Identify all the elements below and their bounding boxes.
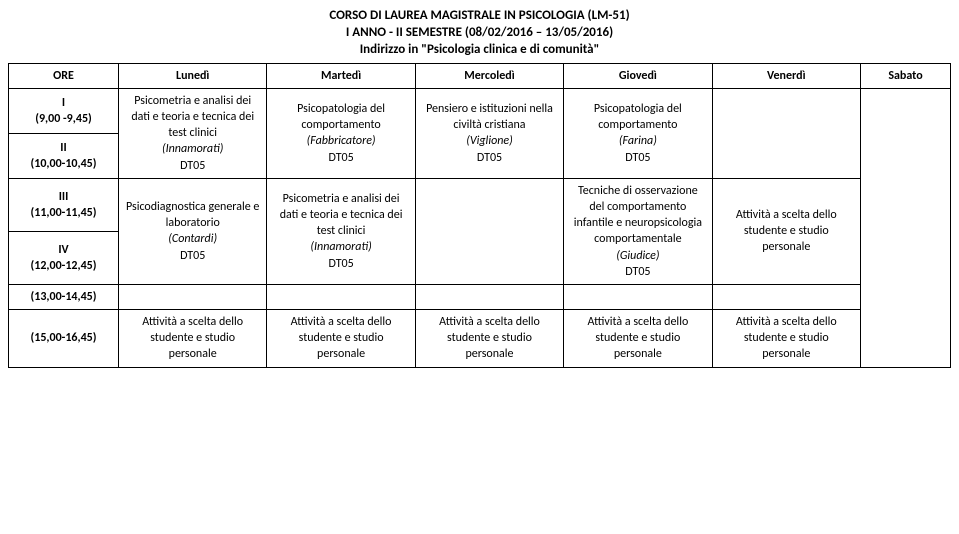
gio12-room: DT05 — [570, 150, 705, 166]
lun6-text: Attività a scelta dello studente e studi… — [142, 315, 243, 361]
mer12-instr: (Viglione) — [422, 133, 557, 149]
row6-label: (15,00-16,45) — [9, 310, 119, 368]
gio12-instr: (Farina) — [570, 133, 705, 149]
mar12-instr: (Fabbricatore) — [273, 133, 408, 149]
row5-time: (13,00-14,45) — [15, 289, 112, 305]
cell-ven-34: Attività a scelta dello studente e studi… — [712, 178, 860, 284]
row-3: III (11,00-11,45) Psicodiagnostica gener… — [9, 178, 951, 231]
row1-roman: I — [15, 95, 112, 111]
lun12-title: Psicometria e analisi dei dati e teoria … — [125, 93, 260, 142]
cell-mer-5 — [415, 284, 563, 309]
sab34-text: Attività a scelta dello studente e studi… — [736, 208, 837, 254]
row4-roman: IV — [15, 242, 112, 258]
cell-lun-12: Psicometria e analisi dei dati e teoria … — [119, 88, 267, 178]
header-line1: CORSO DI LAUREA MAGISTRALE IN PSICOLOGIA… — [8, 8, 951, 25]
row3-roman: III — [15, 189, 112, 205]
gio34-room: DT05 — [570, 264, 705, 280]
lun12-instr: (Innamorati) — [125, 141, 260, 157]
cell-mar-34: Psicometria e analisi dei dati e teoria … — [267, 178, 415, 284]
mar12-title: Psicopatologia del comportamento — [273, 101, 408, 133]
mar34-title: Psicometria e analisi dei dati e teoria … — [273, 191, 408, 240]
cell-sab-all — [861, 88, 951, 367]
cell-ven-12 — [712, 88, 860, 178]
row6-time: (15,00-16,45) — [15, 330, 112, 346]
header-row: ORE Lunedì Martedì Mercoledì Giovedì Ven… — [9, 63, 951, 88]
mar6-text: Attività a scelta dello studente e studi… — [291, 315, 392, 361]
row4-time: (12,00-12,45) — [15, 258, 112, 274]
cell-gio-12: Psicopatologia del comportamento (Farina… — [564, 88, 712, 178]
cell-mer-12: Pensiero e istituzioni nella civiltà cri… — [415, 88, 563, 178]
row4-label: IV (12,00-12,45) — [9, 231, 119, 284]
col-gio: Giovedì — [564, 63, 712, 88]
lun12-room: DT05 — [125, 158, 260, 174]
col-mer: Mercoledì — [415, 63, 563, 88]
header-line2: I ANNO - II SEMESTRE (08/02/2016 – 13/05… — [8, 25, 951, 42]
gio6-text: Attività a scelta dello studente e studi… — [587, 315, 688, 361]
cell-mer-34 — [415, 178, 563, 284]
cell-lun-34: Psicodiagnostica generale e laboratorio … — [119, 178, 267, 284]
gio34-title: Tecniche di osservazione del comportamen… — [570, 183, 705, 248]
cell-lun-5 — [119, 284, 267, 309]
cell-gio-34: Tecniche di osservazione del comportamen… — [564, 178, 712, 284]
row-6: (15,00-16,45) Attività a scelta dello st… — [9, 310, 951, 368]
row1-label: I (9,00 -9,45) — [9, 88, 119, 133]
cell-mer-6: Attività a scelta dello studente e studi… — [415, 310, 563, 368]
row3-label: III (11,00-11,45) — [9, 178, 119, 231]
mar34-room: DT05 — [273, 256, 408, 272]
row-1: I (9,00 -9,45) Psicometria e analisi dei… — [9, 88, 951, 133]
cell-gio-6: Attività a scelta dello studente e studi… — [564, 310, 712, 368]
row2-label: II (10,00-10,45) — [9, 133, 119, 178]
mer12-room: DT05 — [422, 150, 557, 166]
header-line3: Indirizzo in "Psicologia clinica e di co… — [8, 42, 951, 59]
cell-mar-12: Psicopatologia del comportamento (Fabbri… — [267, 88, 415, 178]
cell-mar-6: Attività a scelta dello studente e studi… — [267, 310, 415, 368]
col-ore: ORE — [9, 63, 119, 88]
cell-lun-6: Attività a scelta dello studente e studi… — [119, 310, 267, 368]
cell-ven-5 — [712, 284, 860, 309]
col-lun: Lunedì — [119, 63, 267, 88]
row2-time: (10,00-10,45) — [15, 156, 112, 172]
cell-ven-6: Attività a scelta dello studente e studi… — [712, 310, 860, 368]
row3-time: (11,00-11,45) — [15, 205, 112, 221]
page-header: CORSO DI LAUREA MAGISTRALE IN PSICOLOGIA… — [8, 8, 951, 59]
col-mar: Martedì — [267, 63, 415, 88]
row-5: (13,00-14,45) — [9, 284, 951, 309]
mer12-title: Pensiero e istituzioni nella civiltà cri… — [422, 101, 557, 133]
gio34-instr: (Giudice) — [570, 248, 705, 264]
lun34-instr: (Contardi) — [125, 231, 260, 247]
col-ven: Venerdì — [712, 63, 860, 88]
row2-roman: II — [15, 140, 112, 156]
row1-time: (9,00 -9,45) — [15, 111, 112, 127]
timetable-page: CORSO DI LAUREA MAGISTRALE IN PSICOLOGIA… — [8, 8, 951, 368]
timetable: ORE Lunedì Martedì Mercoledì Giovedì Ven… — [8, 63, 951, 368]
lun34-title: Psicodiagnostica generale e laboratorio — [125, 199, 260, 231]
cell-mar-5 — [267, 284, 415, 309]
mer6-text: Attività a scelta dello studente e studi… — [439, 315, 540, 361]
row5-label: (13,00-14,45) — [9, 284, 119, 309]
mar34-instr: (Innamorati) — [273, 239, 408, 255]
lun34-room: DT05 — [125, 248, 260, 264]
gio12-title: Psicopatologia del comportamento — [570, 101, 705, 133]
cell-gio-5 — [564, 284, 712, 309]
mar12-room: DT05 — [273, 150, 408, 166]
ven6-text: Attività a scelta dello studente e studi… — [736, 315, 837, 361]
col-sab: Sabato — [861, 63, 951, 88]
